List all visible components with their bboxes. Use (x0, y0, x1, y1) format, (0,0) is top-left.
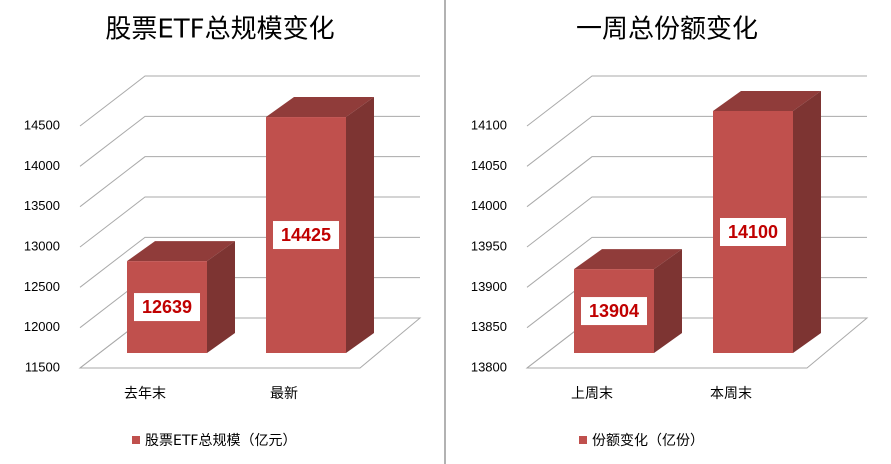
y-tick-label: 13500 (24, 198, 60, 213)
x-tick-label: 上周末 (571, 386, 613, 402)
y-tick-label: 13900 (471, 279, 507, 294)
y-tick-label: 14100 (471, 117, 507, 132)
y-tick-label: 11500 (25, 359, 60, 374)
bar-side (207, 241, 235, 353)
y-tick-label: 14050 (471, 158, 507, 173)
value-label-box (134, 293, 200, 322)
y-tick-label: 14500 (24, 117, 60, 132)
y-tick-label: 13000 (24, 238, 60, 253)
legend-label: 股票ETF总规模（亿元） (145, 433, 296, 449)
value-label: 12639 (142, 297, 192, 317)
chart-title: 一周总份额变化 (576, 15, 758, 45)
legend-swatch (579, 436, 587, 444)
x-tick-label: 本周末 (710, 386, 752, 402)
y-tick-label: 14000 (24, 158, 60, 173)
chart-title: 股票ETF总规模变化 (105, 15, 334, 45)
y-tick-label: 13800 (471, 359, 507, 374)
bar-side (346, 97, 374, 353)
value-label: 13904 (589, 301, 639, 321)
bar-top (266, 97, 374, 118)
value-label-box (273, 221, 339, 250)
grid-line (79, 75, 420, 127)
y-tick-label: 13850 (471, 319, 507, 334)
bar-top (127, 241, 235, 262)
value-label: 14425 (281, 225, 331, 245)
grid-line (526, 75, 867, 127)
y-tick-label: 13950 (471, 238, 507, 253)
value-label-box (581, 297, 647, 326)
bar-side (654, 249, 682, 353)
value-label-box (720, 218, 786, 246)
value-label: 14100 (728, 222, 778, 242)
legend-swatch (132, 436, 140, 444)
y-tick-label: 12000 (24, 319, 60, 334)
x-tick-label: 去年末 (124, 386, 166, 402)
legend-label: 份额变化（亿份） (592, 433, 704, 449)
bar (713, 91, 821, 353)
bar-side (793, 91, 821, 353)
bar-top (574, 249, 682, 270)
y-tick-label: 12500 (24, 279, 60, 294)
bar-top (713, 91, 821, 111)
y-tick-label: 14000 (471, 198, 507, 213)
x-tick-label: 最新 (270, 386, 298, 402)
